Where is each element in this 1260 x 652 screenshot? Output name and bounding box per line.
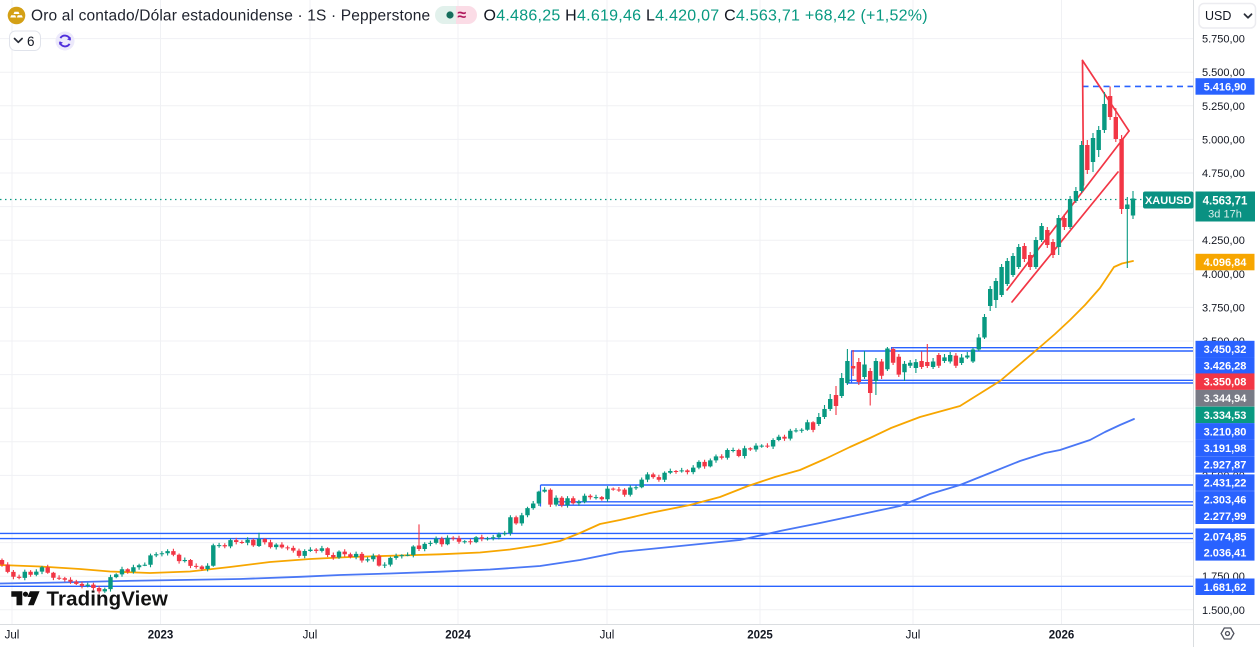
svg-text:2.303,46: 2.303,46 [1204, 494, 1247, 506]
svg-text:Oro al contado/Dólar estadouni: Oro al contado/Dólar estadounidense · 1S… [31, 8, 430, 25]
svg-text:2024: 2024 [445, 630, 471, 642]
svg-text:3.210,80: 3.210,80 [1204, 426, 1247, 438]
svg-text:5.500,00: 5.500,00 [1202, 67, 1245, 79]
svg-text:XAUUSD: XAUUSD [1145, 195, 1192, 207]
svg-text:O4.486,25 H4.619,46 L4.420,07: O4.486,25 H4.619,46 L4.420,07 C4.563,71 … [484, 8, 928, 25]
svg-text:5.416,90: 5.416,90 [1204, 82, 1247, 94]
svg-text:4.750,00: 4.750,00 [1202, 168, 1245, 180]
svg-text:6: 6 [27, 34, 35, 49]
svg-text:3.334,53: 3.334,53 [1204, 410, 1247, 422]
svg-text:2.074,85: 2.074,85 [1204, 532, 1247, 544]
svg-text:2.431,22: 2.431,22 [1204, 478, 1247, 490]
svg-text:3d 17h: 3d 17h [1208, 209, 1242, 221]
svg-text:3.191,98: 3.191,98 [1204, 443, 1247, 455]
svg-text:≈: ≈ [457, 7, 466, 24]
svg-text:5.250,00: 5.250,00 [1202, 101, 1245, 113]
svg-text:2023: 2023 [148, 630, 174, 642]
svg-text:USD: USD [1205, 9, 1231, 23]
svg-text:4.000,00: 4.000,00 [1202, 269, 1245, 281]
svg-text:2026: 2026 [1049, 630, 1075, 642]
svg-text:2.036,41: 2.036,41 [1204, 547, 1247, 559]
svg-text:Jul: Jul [5, 630, 20, 642]
svg-text:5.750,00: 5.750,00 [1202, 34, 1245, 46]
svg-text:1.500,00: 1.500,00 [1202, 605, 1245, 617]
svg-text:3.350,08: 3.350,08 [1204, 377, 1247, 389]
svg-text:4.250,00: 4.250,00 [1202, 235, 1245, 247]
svg-text:Jul: Jul [600, 630, 615, 642]
svg-text:TradingView: TradingView [47, 588, 168, 611]
svg-text:1.681,62: 1.681,62 [1204, 582, 1247, 594]
svg-text:4.096,84: 4.096,84 [1204, 257, 1248, 269]
svg-text:2.927,87: 2.927,87 [1204, 460, 1247, 472]
svg-text:Jul: Jul [906, 630, 921, 642]
svg-text:5.000,00: 5.000,00 [1202, 134, 1245, 146]
svg-text:4.563,71: 4.563,71 [1203, 196, 1248, 208]
svg-text:3.426,28: 3.426,28 [1204, 360, 1247, 372]
svg-text:3.344,94: 3.344,94 [1204, 393, 1248, 405]
svg-text:2025: 2025 [747, 630, 773, 642]
svg-text:3.750,00: 3.750,00 [1202, 302, 1245, 314]
svg-text:2.277,99: 2.277,99 [1204, 511, 1247, 523]
svg-text:3.450,32: 3.450,32 [1204, 344, 1247, 356]
svg-text:Jul: Jul [303, 630, 318, 642]
